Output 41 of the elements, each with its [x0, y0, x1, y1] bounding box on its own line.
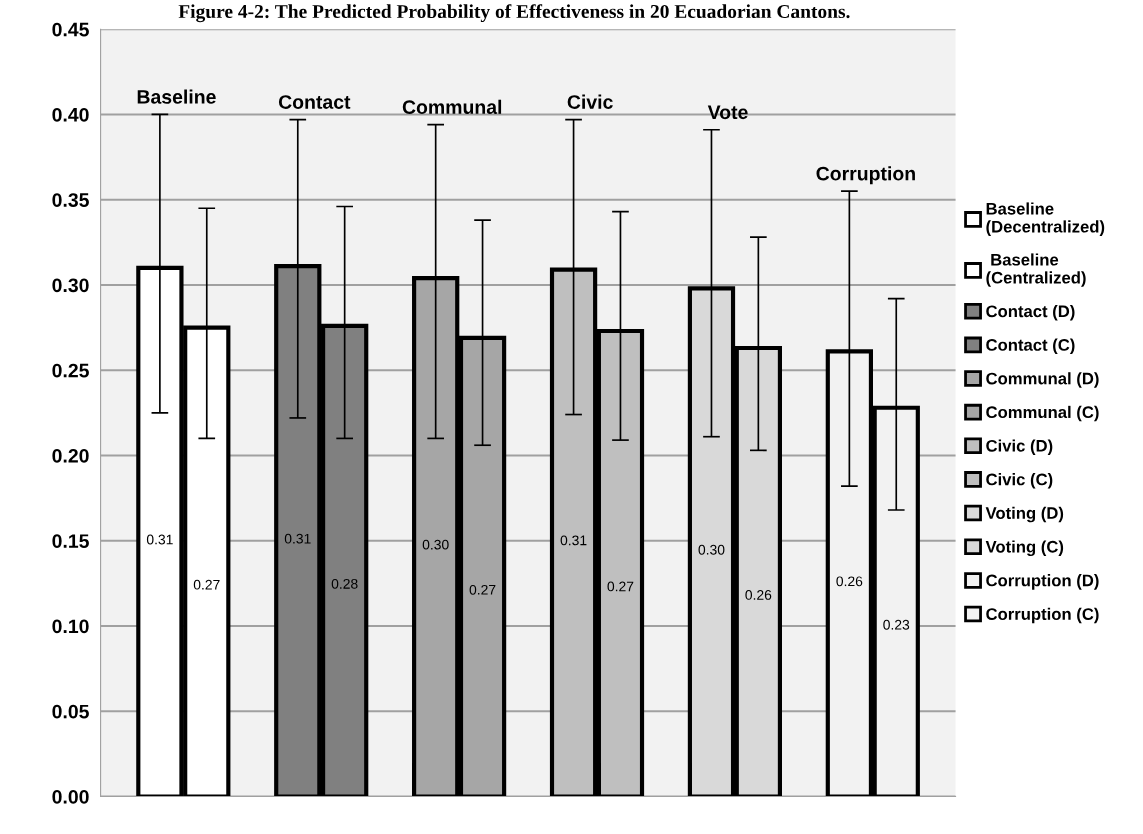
data-label: 0.30 [422, 539, 449, 550]
y-tick-label: 0.25 [52, 363, 89, 378]
y-tick-label: 0.35 [52, 193, 89, 207]
legend-label: Baseline (Centralized) [986, 253, 1086, 287]
data-label: 0.26 [836, 576, 863, 587]
legend-label: Baseline (Decentralized) [986, 202, 1105, 236]
data-label: 0.31 [146, 534, 173, 545]
annotation: Contact [278, 95, 351, 109]
data-label: 0.27 [469, 584, 496, 595]
annotation: Vote [707, 105, 748, 120]
y-tick-label: 0.10 [52, 619, 89, 634]
y-tick-label: 0.20 [52, 448, 89, 463]
y-tick-label: 0.05 [52, 704, 89, 719]
y-tick-label: 0.15 [52, 534, 89, 548]
legend-label: Voting (C) [985, 540, 1064, 557]
data-label: 0.30 [698, 544, 725, 555]
legend-label: Contact (C) [986, 338, 1075, 355]
legend-label: Voting (D) [985, 506, 1064, 523]
y-tick-label: 0.40 [52, 107, 89, 122]
annotation: Corruption [816, 166, 915, 185]
data-label: 0.26 [745, 590, 772, 600]
legend-label: Civic (D) [986, 439, 1053, 455]
data-label: 0.27 [607, 581, 634, 592]
data-label: 0.31 [284, 533, 311, 544]
legend-label: Civic (C) [986, 473, 1053, 489]
y-tick-label: 0.45 [52, 22, 89, 37]
legend-label: Communal (C) [986, 405, 1099, 422]
data-label: 0.31 [560, 535, 587, 546]
data-label: 0.27 [193, 579, 220, 590]
legend-label: Communal (D) [986, 372, 1099, 388]
y-tick-label: 0.00 [52, 789, 89, 804]
y-tick-label: 0.30 [52, 278, 89, 293]
data-label: 0.28 [331, 578, 358, 589]
annotation: Baseline [137, 89, 216, 104]
legend-label: Corruption (D) [986, 574, 1099, 590]
data-label: 0.23 [883, 619, 910, 630]
chart-title: Figure 4-2: The Predicted Probability of Effectiveness in 20 Ecuadorian Cantons. [178, 4, 850, 23]
annotation: Civic [567, 94, 613, 109]
legend-label: Corruption (C) [986, 607, 1099, 624]
annotation: Communal [402, 99, 502, 115]
legend-label: Contact (D) [986, 304, 1075, 321]
